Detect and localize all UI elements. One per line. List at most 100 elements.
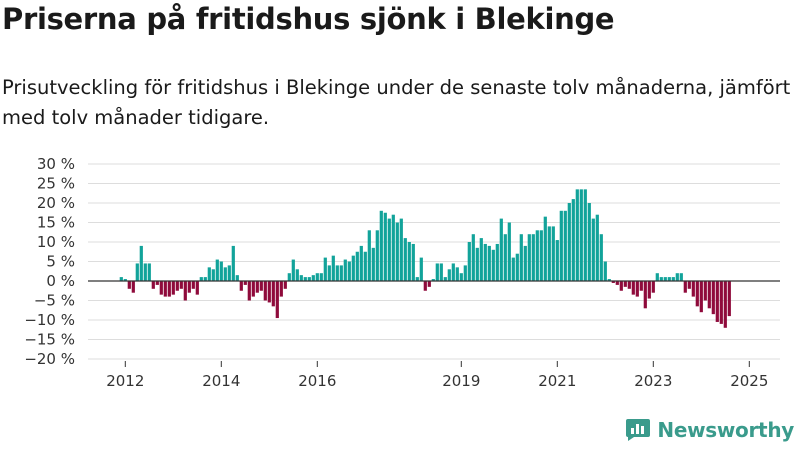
bar: [627, 281, 631, 289]
bar: [207, 267, 211, 281]
bar: [619, 281, 623, 291]
bar: [179, 281, 183, 289]
bar: [419, 257, 423, 281]
bar: [443, 277, 447, 281]
bar: [643, 281, 647, 309]
bar: [539, 230, 543, 281]
x-tick-label: 2023: [634, 372, 672, 390]
bar: [679, 273, 683, 281]
bar-chart: −20 %−15 % −10 %−5 % 0 %5 % 10 %15 % 20 %25 …: [24, 150, 780, 390]
bar: [519, 234, 523, 281]
bar: [327, 265, 331, 281]
bar: [315, 273, 319, 281]
bar: [635, 281, 639, 297]
bar: [555, 240, 559, 281]
bar: [399, 218, 403, 281]
bar: [703, 281, 707, 301]
bar: [323, 257, 327, 281]
x-tick-label: 2012: [106, 372, 144, 390]
bar: [343, 259, 347, 281]
bar: [151, 281, 155, 289]
y-tick-label: −20 %: [24, 350, 75, 368]
bar: [691, 281, 695, 297]
y-tick-label: 5 %: [46, 253, 75, 271]
bar: [583, 189, 587, 281]
chart-title: Priserna på fritidshus sjönk i Blekinge: [2, 2, 615, 36]
y-tick-label: −10 %: [24, 311, 75, 329]
bar: [211, 269, 215, 281]
bar: [507, 222, 511, 281]
bar: [695, 281, 699, 307]
bar: [339, 265, 343, 281]
bar: [311, 275, 315, 281]
bar: [707, 281, 711, 309]
bar: [623, 281, 627, 287]
bar: [715, 281, 719, 322]
bar: [259, 281, 263, 291]
bar: [515, 253, 519, 281]
bar: [439, 263, 443, 281]
bar: [603, 261, 607, 281]
bar: [155, 281, 159, 285]
bar: [195, 281, 199, 295]
bar: [167, 281, 171, 297]
bar: [219, 261, 223, 281]
bar: [243, 281, 247, 285]
bar: [263, 281, 267, 301]
bar: [267, 281, 271, 303]
bar: [199, 277, 203, 281]
bar: [651, 281, 655, 293]
bar: [403, 238, 407, 281]
bar: [239, 281, 243, 291]
x-tick-label: 2019: [442, 372, 480, 390]
y-tick-label: 25 %: [37, 175, 75, 193]
y-axis-tick-labels: −20 %−15 % −10 %−5 % 0 %5 % 10 %15 % 20 %25 …: [24, 155, 75, 368]
bar: [359, 245, 363, 281]
bar: [671, 277, 675, 281]
bar: [159, 281, 163, 295]
newsworthy-logo: Newsworthy: [625, 418, 794, 442]
bar: [431, 279, 435, 281]
bar: [599, 234, 603, 281]
x-tick-label: 2025: [730, 372, 768, 390]
bar: [527, 234, 531, 281]
bar: [235, 275, 239, 281]
chart-subtitle: Prisutveckling för fritidshus i Blekinge…: [2, 76, 791, 129]
bar: [247, 281, 251, 301]
bar: [575, 189, 579, 281]
bar-chart-logo-icon: [626, 419, 651, 441]
bar: [483, 243, 487, 281]
bar: [711, 281, 715, 315]
bar: [307, 277, 311, 281]
bar: [611, 281, 615, 283]
y-tick-label: 30 %: [37, 155, 75, 173]
bar: [471, 234, 475, 281]
x-tick-label: 2016: [298, 372, 336, 390]
bar: [567, 203, 571, 281]
bar: [475, 247, 479, 281]
bar: [295, 269, 299, 281]
bar: [511, 257, 515, 281]
y-tick-label: 15 %: [37, 214, 75, 232]
bar: [163, 281, 167, 297]
bar: [355, 251, 359, 281]
bar: [655, 273, 659, 281]
bar: [283, 281, 287, 289]
bar: [231, 245, 235, 281]
bar: [119, 277, 123, 281]
y-tick-label: 20 %: [37, 194, 75, 212]
bar: [379, 210, 383, 281]
bar-series: [88, 189, 780, 328]
bar: [303, 277, 307, 281]
bar: [451, 263, 455, 281]
x-tick-label: 2021: [538, 372, 576, 390]
bar: [727, 281, 731, 317]
bar: [275, 281, 279, 319]
bar: [279, 281, 283, 297]
bar: [371, 247, 375, 281]
bar: [383, 212, 387, 281]
bar: [487, 245, 491, 281]
bar: [491, 249, 495, 281]
bar: [299, 275, 303, 281]
y-tick-label: 0 %: [46, 272, 75, 290]
